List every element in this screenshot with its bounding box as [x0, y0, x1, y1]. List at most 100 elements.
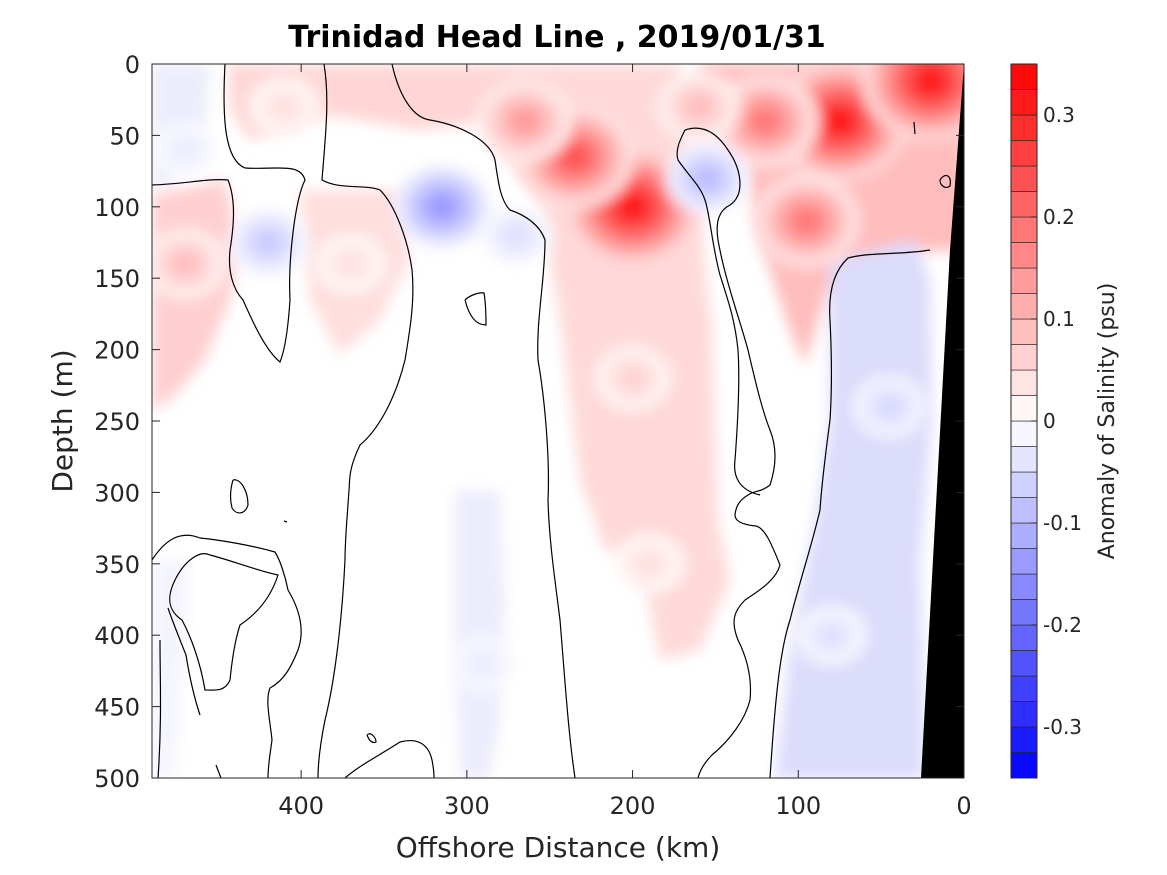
- anomaly-level: [700, 172, 715, 185]
- zero-contour: [215, 764, 222, 778]
- y-axis: 0 50 100 150 200 250 300 350 400 450 500: [94, 51, 964, 793]
- y-axis-label: Depth (m): [46, 349, 79, 492]
- anomaly-core: [594, 345, 671, 411]
- anomaly-level: [626, 372, 639, 384]
- colorbar-swatch: [1010, 497, 1038, 524]
- zero-contour: [769, 249, 931, 778]
- anomaly-level: [620, 196, 645, 218]
- y-tick-label: 500: [94, 765, 140, 793]
- colorbar-swatch: [1010, 650, 1038, 677]
- y-tick-label: 0: [125, 51, 140, 79]
- colorbar-swatch: [1010, 752, 1038, 779]
- negative-zone-west-deep: [152, 560, 190, 778]
- anomaly-core: [861, 64, 964, 143]
- anomaly-level: [564, 148, 585, 166]
- x-tick-label: 400: [278, 792, 324, 820]
- anomaly-level: [919, 70, 943, 92]
- anomaly-core: [795, 604, 868, 666]
- zero-contour: [167, 607, 201, 716]
- anomaly-level: [510, 230, 523, 241]
- colorbar-swatch: [1010, 191, 1038, 218]
- anomaly-level: [825, 630, 838, 641]
- x-tick-label: 0: [956, 792, 971, 820]
- anomaly-level: [691, 100, 706, 113]
- colorbar-swatch: [1010, 701, 1038, 728]
- chart-title: Trinidad Head Line , 2019/01/31: [288, 20, 825, 55]
- anomaly-core: [476, 79, 573, 163]
- colorbar-swatch: [1010, 63, 1038, 90]
- colorbar-swatch: [1010, 726, 1038, 753]
- anomaly-core: [248, 76, 321, 138]
- y-tick-label: 200: [94, 337, 140, 365]
- x-axis-label: Offshore Distance (km): [396, 831, 721, 864]
- anomaly-level: [883, 401, 896, 412]
- colorbar-swatch: [1010, 395, 1038, 422]
- colorbar-swatch: [1010, 548, 1038, 575]
- x-tick-label: 300: [444, 792, 490, 820]
- colorbar-swatch: [1010, 89, 1038, 116]
- colorbar-tick-label: -0.1: [1043, 511, 1082, 535]
- zero-contours: [152, 64, 951, 778]
- y-tick-label: 350: [94, 551, 140, 579]
- colorbar-swatch: [1010, 318, 1038, 345]
- zero-contour: [283, 520, 288, 523]
- zero-contour: [391, 64, 576, 778]
- zero-contour: [230, 479, 249, 514]
- anomaly-level: [477, 659, 490, 669]
- colorbar-tick-label: -0.2: [1043, 613, 1082, 637]
- anomaly-level: [643, 558, 656, 569]
- anomaly-level: [178, 257, 193, 270]
- anomaly-core: [613, 533, 686, 595]
- y-tick-label: 400: [94, 622, 140, 650]
- colorbar-label: Anomaly of Salinity (psu): [1095, 283, 1120, 560]
- anomaly-core: [852, 375, 927, 439]
- anomaly-core: [480, 204, 553, 266]
- colorbar-swatch: [1010, 114, 1038, 141]
- y-tick-label: 300: [94, 479, 140, 507]
- anomaly-level: [797, 213, 816, 229]
- anomaly-core: [656, 70, 741, 143]
- y-tick-label: 50: [109, 122, 140, 150]
- anomaly-field: [152, 64, 964, 778]
- zero-contour: [939, 174, 951, 189]
- x-axis: 400 300 200 100 0: [278, 64, 972, 820]
- anomaly-core: [711, 74, 820, 169]
- anomaly-level: [756, 113, 775, 129]
- colorbar-swatch: [1010, 216, 1038, 243]
- colorbar-swatch: [1010, 624, 1038, 651]
- zero-contour: [317, 64, 414, 778]
- y-tick-label: 450: [94, 694, 140, 722]
- zero-contour: [157, 639, 162, 778]
- colorbar-swatch: [1010, 675, 1038, 702]
- colorbar-swatch: [1010, 293, 1038, 320]
- anomaly-core: [752, 174, 861, 269]
- colorbar-tick-label: 0.3: [1043, 103, 1075, 127]
- colorbar-swatch: [1010, 446, 1038, 473]
- colorbar-swatch: [1010, 599, 1038, 626]
- anomaly-level: [179, 144, 191, 155]
- zero-contour: [152, 64, 306, 363]
- zero-contour: [464, 292, 487, 326]
- zero-contour: [913, 121, 916, 135]
- negative-zone-offshore-deep: [455, 490, 505, 778]
- colorbar-swatch: [1010, 344, 1038, 371]
- anomaly-core: [394, 165, 490, 249]
- anomaly-level: [516, 114, 533, 129]
- colorbar-tick-label: 0: [1043, 409, 1056, 433]
- y-tick-label: 150: [94, 265, 140, 293]
- anomaly-cores: [152, 64, 964, 693]
- anomaly-level: [278, 101, 291, 112]
- anomaly-level: [344, 258, 357, 270]
- bathymetry-mask: [921, 64, 964, 778]
- y-tick-label: 100: [94, 194, 140, 222]
- colorbar-swatch: [1010, 242, 1038, 269]
- zero-contour: [676, 129, 761, 496]
- zero-contour: [152, 534, 302, 778]
- colorbar-swatch: [1010, 267, 1038, 294]
- zero-contour: [344, 739, 435, 778]
- anomaly-core: [152, 121, 219, 178]
- anomaly-core: [228, 208, 308, 277]
- anomaly-level: [828, 110, 852, 132]
- anomaly-core: [449, 635, 518, 693]
